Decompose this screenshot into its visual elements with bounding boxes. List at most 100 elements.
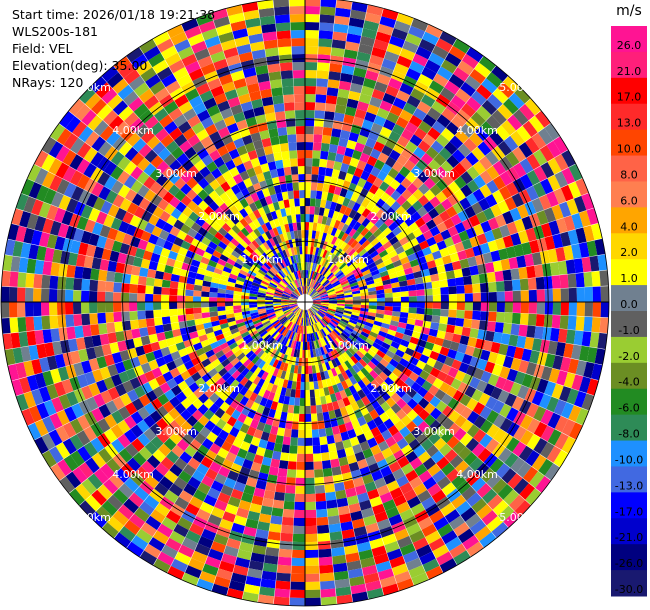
velocity-gate [198,200,209,211]
velocity-gate [227,96,241,108]
velocity-gate [216,526,231,538]
velocity-gate [445,324,456,334]
velocity-gate [518,189,532,204]
velocity-gate [169,59,185,74]
velocity-gate [169,308,178,317]
velocity-gate [292,340,297,349]
velocity-gate [261,232,269,242]
velocity-gate [229,324,238,331]
velocity-gate [330,55,344,65]
velocity-gate [259,586,275,597]
velocity-gate [250,436,261,447]
velocity-gate [273,305,282,309]
velocity-gate [453,268,463,278]
velocity-gate [438,272,448,281]
velocity-gate [412,392,424,404]
velocity-gate [201,312,211,319]
velocity-gate [124,429,138,443]
velocity-gate [225,141,237,153]
velocity-gate [291,306,299,312]
velocity-gate [305,230,309,239]
velocity-gate [286,412,294,422]
velocity-gate [122,380,134,393]
velocity-gate [310,316,315,325]
velocity-gate [12,347,24,364]
velocity-gate [328,71,341,81]
velocity-gate [199,90,214,103]
velocity-gate [187,134,201,147]
velocity-gate [291,292,299,298]
velocity-gate [306,333,310,342]
velocity-gate [319,266,325,275]
velocity-gate [329,63,343,73]
velocity-gate [230,215,240,225]
velocity-gate [434,337,445,347]
velocity-gate [17,287,26,302]
velocity-gate [214,231,225,241]
velocity-gate [301,270,304,279]
velocity-gate [469,328,479,339]
velocity-gate [234,315,244,321]
velocity-gate [275,209,283,219]
velocity-gate [541,366,553,381]
velocity-gate [124,415,137,429]
velocity-gate [308,230,313,239]
velocity-gate [408,290,417,297]
velocity-gate [230,184,241,195]
colorbar-cells [611,26,647,597]
velocity-gate [317,215,324,224]
velocity-gate [269,375,277,385]
velocity-gate [360,557,376,568]
velocity-gate [456,480,471,495]
velocity-gate [88,382,101,397]
velocity-gate [333,219,341,229]
velocity-gate [227,353,237,363]
velocity-gate [266,212,274,222]
velocity-gate [272,95,284,105]
velocity-gate [476,84,492,100]
velocity-gate [295,381,301,390]
velocity-gate [313,263,318,272]
velocity-gate [273,304,282,307]
velocity-gate [282,232,289,242]
velocity-gate [316,239,322,248]
velocity-gate [339,406,348,417]
velocity-gate [319,292,328,297]
velocity-gate [333,562,348,573]
velocity-gate [214,185,225,197]
velocity-gate [268,466,279,476]
velocity-gate [385,245,395,254]
velocity-gate [272,367,280,377]
velocity-gate [279,316,287,323]
velocity-gate [299,190,305,199]
velocity-gate [195,347,206,357]
velocity-gate [201,291,210,297]
velocity-gate [241,305,250,309]
velocity-gate [448,286,457,295]
velocity-gate [382,318,392,325]
velocity-gate [382,367,392,377]
velocity-gate [426,444,439,458]
velocity-gate [381,447,393,459]
velocity-gate [281,295,290,299]
colorbar-tick-label: 0.0 [620,298,638,311]
velocity-gate [198,20,216,34]
velocity-gate [268,229,276,238]
velocity-gate [225,309,234,315]
velocity-gate [287,134,297,143]
velocity-gate [187,228,198,238]
velocity-gate [343,269,352,276]
velocity-gate [311,306,319,312]
velocity-gate [290,255,295,264]
velocity-gate [371,89,385,101]
velocity-gate [339,334,347,342]
velocity-gate [166,215,178,226]
velocity-gate [124,189,138,202]
velocity-gate [544,381,557,397]
range-ring-label: 2.00km [198,382,240,395]
velocity-gate [184,217,195,228]
velocity-gate [180,240,191,250]
velocity-gate [279,242,285,251]
velocity-gate [221,440,233,452]
velocity-gate [342,155,352,165]
